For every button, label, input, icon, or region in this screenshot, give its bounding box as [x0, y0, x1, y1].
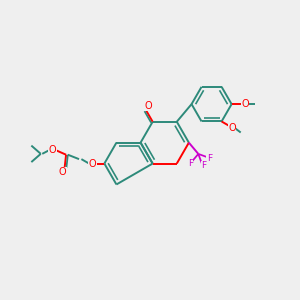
- Text: O: O: [58, 167, 66, 177]
- Text: F: F: [207, 154, 212, 164]
- Text: O: O: [228, 123, 236, 134]
- Text: O: O: [144, 101, 152, 111]
- Text: F: F: [201, 161, 206, 170]
- Text: O: O: [89, 158, 96, 169]
- Text: O: O: [49, 145, 56, 155]
- Text: O: O: [241, 99, 249, 109]
- Text: F: F: [188, 159, 193, 168]
